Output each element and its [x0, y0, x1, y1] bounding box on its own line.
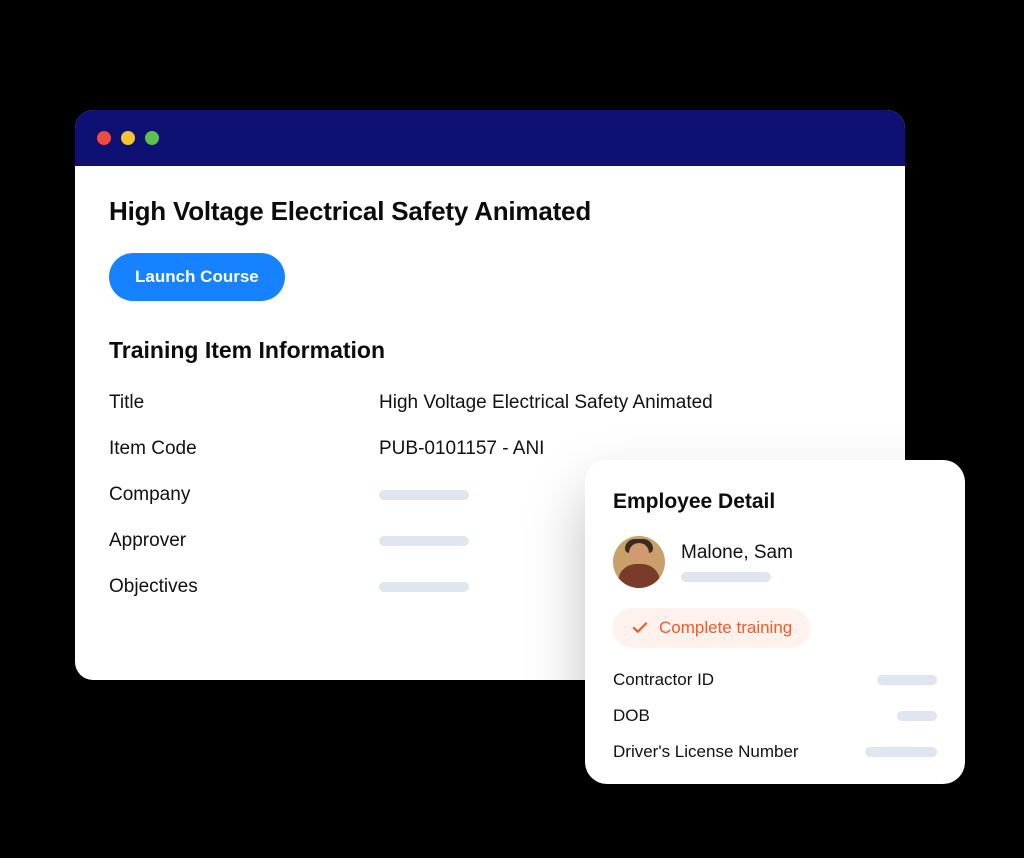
page-title: High Voltage Electrical Safety Animated: [109, 196, 871, 227]
employee-subtitle-placeholder: [681, 572, 771, 582]
employee-name-column: Malone, Sam: [681, 542, 793, 582]
row-dob: DOB: [613, 706, 937, 726]
value-dob-placeholder: [897, 711, 937, 721]
close-icon[interactable]: [97, 131, 111, 145]
employee-name: Malone, Sam: [681, 542, 793, 564]
row-dl-number: Driver's License Number: [613, 742, 937, 762]
value-title: High Voltage Electrical Safety Animated: [379, 392, 871, 414]
employee-detail-heading: Employee Detail: [613, 490, 937, 514]
value-contractor-id-placeholder: [877, 675, 937, 685]
window-titlebar: [75, 110, 905, 166]
launch-course-button[interactable]: Launch Course: [109, 253, 285, 301]
section-heading-training-info: Training Item Information: [109, 337, 871, 364]
avatar: [613, 536, 665, 588]
label-title: Title: [109, 392, 379, 414]
label-contractor-id: Contractor ID: [613, 670, 714, 690]
employee-detail-card: Employee Detail Malone, Sam Complete tra…: [585, 460, 965, 784]
value-dl-number-placeholder: [865, 747, 937, 757]
label-objectives: Objectives: [109, 576, 379, 598]
label-item-code: Item Code: [109, 438, 379, 460]
label-dob: DOB: [613, 706, 650, 726]
label-company: Company: [109, 484, 379, 506]
row-contractor-id: Contractor ID: [613, 670, 937, 690]
status-chip-complete-training[interactable]: Complete training: [613, 608, 810, 648]
status-chip-label: Complete training: [659, 618, 792, 638]
label-approver: Approver: [109, 530, 379, 552]
stage: High Voltage Electrical Safety Animated …: [0, 0, 1024, 858]
label-dl-number: Driver's License Number: [613, 742, 799, 762]
value-item-code: PUB-0101157 - ANI: [379, 438, 871, 460]
check-icon: [631, 619, 649, 637]
maximize-icon[interactable]: [145, 131, 159, 145]
employee-detail-rows: Contractor ID DOB Driver's License Numbe…: [613, 670, 937, 762]
minimize-icon[interactable]: [121, 131, 135, 145]
employee-person-row: Malone, Sam: [613, 536, 937, 588]
